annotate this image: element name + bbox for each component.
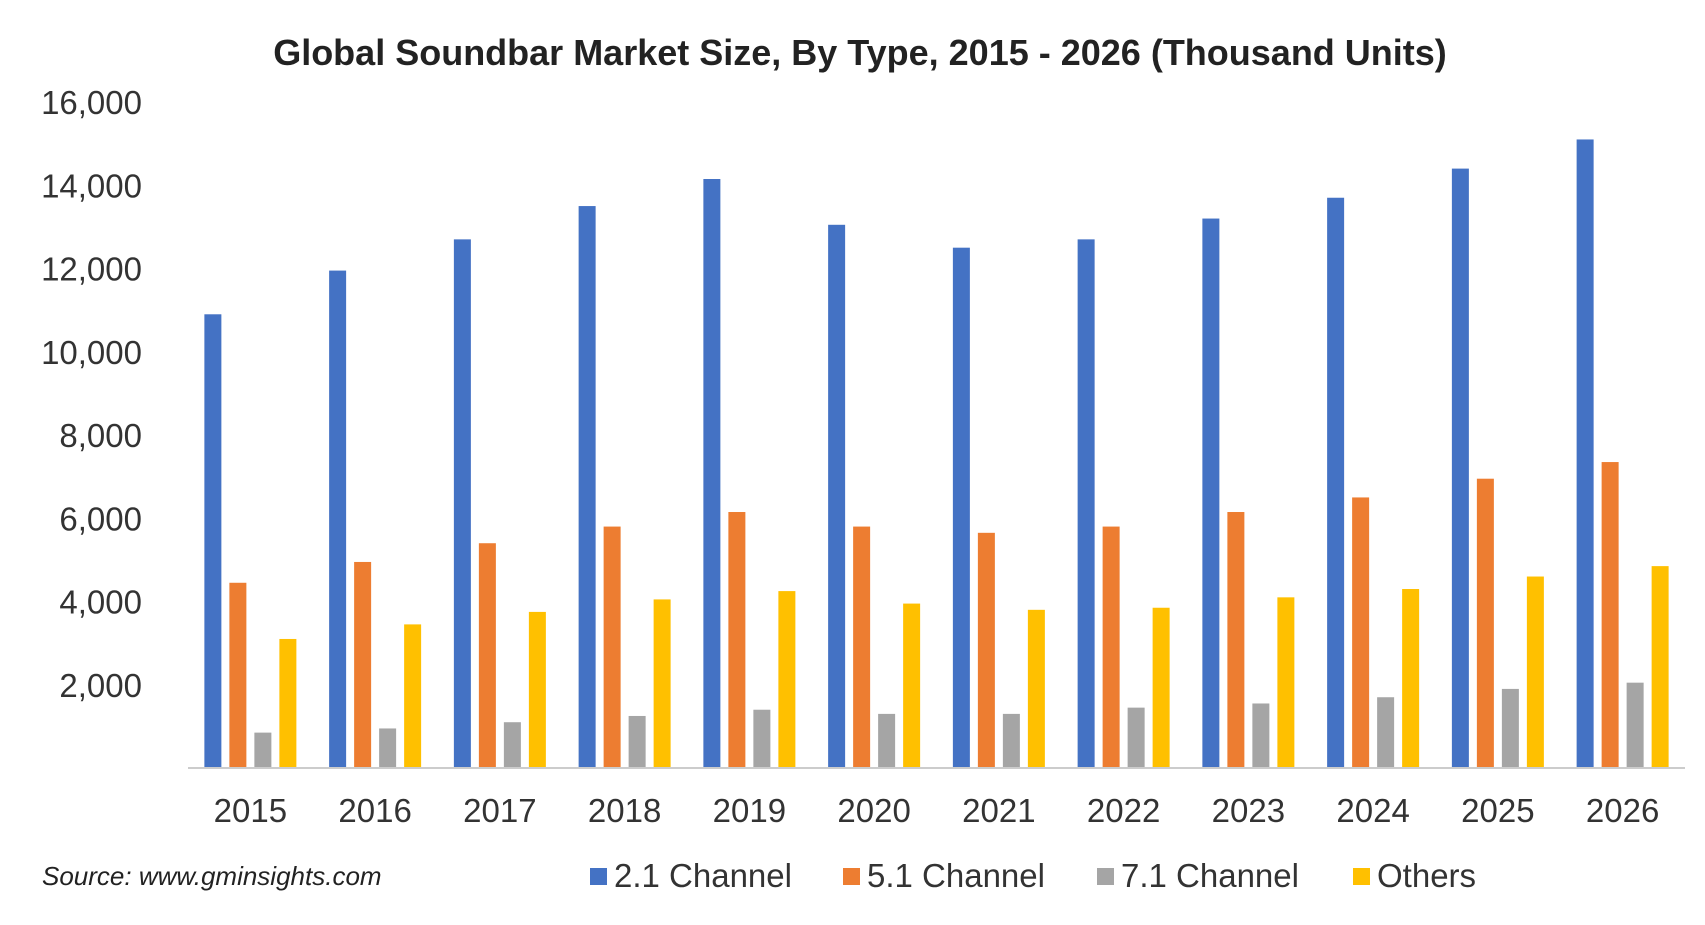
- bar-7-1-channel-2015: [254, 732, 272, 768]
- x-tick-label: 2022: [1087, 792, 1160, 829]
- bar-others-2021: [1027, 609, 1045, 768]
- bar-7-1-channel-2016: [379, 728, 397, 768]
- y-tick-label: 10,000: [41, 334, 142, 371]
- bar-7-1-channel-2020: [878, 713, 896, 768]
- bar-5-1-channel-2016: [354, 561, 372, 768]
- bar-others-2019: [778, 591, 796, 768]
- bar-2-1-channel-2016: [329, 270, 347, 768]
- x-tick-label: 2020: [837, 792, 910, 829]
- legend: 2.1 Channel 5.1 Channel 7.1 Channel Others: [590, 857, 1476, 894]
- y-tick-label: 16,000: [41, 84, 142, 121]
- bar-2-1-channel-2025: [1451, 168, 1469, 769]
- bar-7-1-channel-2021: [1002, 713, 1020, 768]
- bar-2-1-channel-2024: [1327, 197, 1345, 769]
- bar-others-2022: [1152, 607, 1170, 768]
- bar-5-1-channel-2020: [853, 526, 871, 768]
- legend-swatch: [843, 868, 860, 885]
- bar-others-2020: [903, 603, 921, 768]
- bar-7-1-channel-2018: [628, 715, 646, 768]
- bar-others-2015: [279, 638, 297, 768]
- bar-5-1-channel-2021: [977, 532, 995, 768]
- x-tick-label: 2021: [962, 792, 1035, 829]
- bars-layer: [204, 139, 1669, 769]
- bar-2-1-channel-2017: [453, 239, 471, 769]
- bar-7-1-channel-2025: [1501, 688, 1519, 768]
- bar-others-2025: [1526, 576, 1544, 768]
- y-tick-label: 2,000: [59, 667, 142, 704]
- x-tick-label: 2019: [713, 792, 786, 829]
- x-axis-ticks: 2015 2016 2017 2018 2019 2020 2021 2022 2023 2024…: [214, 792, 1660, 829]
- legend-label: 2.1 Channel: [614, 857, 792, 894]
- bar-others-2016: [404, 624, 422, 768]
- bar-others-2026: [1651, 566, 1669, 768]
- y-tick-label: 8,000: [59, 417, 142, 454]
- y-tick-label: 4,000: [59, 584, 142, 621]
- bar-others-2017: [528, 611, 546, 768]
- y-tick-label: 14,000: [41, 167, 142, 204]
- x-tick-label: 2018: [588, 792, 661, 829]
- bar-others-2018: [653, 599, 671, 768]
- bar-7-1-channel-2024: [1377, 697, 1395, 768]
- x-tick-label: 2024: [1336, 792, 1409, 829]
- bar-7-1-channel-2017: [503, 722, 521, 768]
- bar-2-1-channel-2019: [703, 179, 721, 769]
- legend-swatch: [590, 868, 607, 885]
- legend-label: Others: [1377, 857, 1476, 894]
- x-tick-label: 2015: [214, 792, 287, 829]
- bar-2-1-channel-2018: [578, 206, 596, 768]
- bar-7-1-channel-2022: [1127, 707, 1145, 768]
- bar-5-1-channel-2024: [1352, 497, 1370, 768]
- bar-2-1-channel-2020: [828, 224, 846, 768]
- bar-5-1-channel-2015: [229, 582, 247, 768]
- chart-title: Global Soundbar Market Size, By Type, 20…: [273, 32, 1447, 73]
- bar-2-1-channel-2015: [204, 314, 222, 768]
- bar-5-1-channel-2019: [728, 512, 746, 768]
- bar-7-1-channel-2026: [1626, 682, 1644, 768]
- bar-2-1-channel-2023: [1202, 218, 1220, 769]
- bar-2-1-channel-2021: [952, 247, 970, 768]
- bar-5-1-channel-2026: [1601, 462, 1619, 768]
- bar-5-1-channel-2018: [603, 526, 621, 768]
- legend-swatch: [1353, 868, 1370, 885]
- y-tick-label: 12,000: [41, 251, 142, 288]
- legend-label: 5.1 Channel: [867, 857, 1045, 894]
- legend-label: 7.1 Channel: [1121, 857, 1299, 894]
- x-tick-label: 2025: [1461, 792, 1534, 829]
- x-tick-label: 2016: [338, 792, 411, 829]
- source-note: Source: www.gminsights.com: [42, 861, 382, 891]
- y-axis-ticks: 2,000 4,000 6,000 8,000 10,000 12,000 14,000 16…: [41, 84, 142, 704]
- bar-7-1-channel-2019: [753, 709, 771, 768]
- bar-5-1-channel-2025: [1476, 478, 1494, 768]
- bar-7-1-channel-2023: [1252, 703, 1270, 768]
- bar-others-2023: [1277, 597, 1295, 768]
- bar-2-1-channel-2022: [1077, 239, 1095, 769]
- y-tick-label: 6,000: [59, 500, 142, 537]
- bar-5-1-channel-2017: [478, 543, 496, 768]
- x-tick-label: 2023: [1212, 792, 1285, 829]
- bar-5-1-channel-2022: [1102, 526, 1120, 768]
- bar-5-1-channel-2023: [1227, 512, 1245, 768]
- x-tick-label: 2017: [463, 792, 536, 829]
- x-tick-label: 2026: [1586, 792, 1659, 829]
- bar-2-1-channel-2026: [1576, 139, 1594, 768]
- bar-others-2024: [1402, 589, 1420, 768]
- legend-swatch: [1097, 868, 1114, 885]
